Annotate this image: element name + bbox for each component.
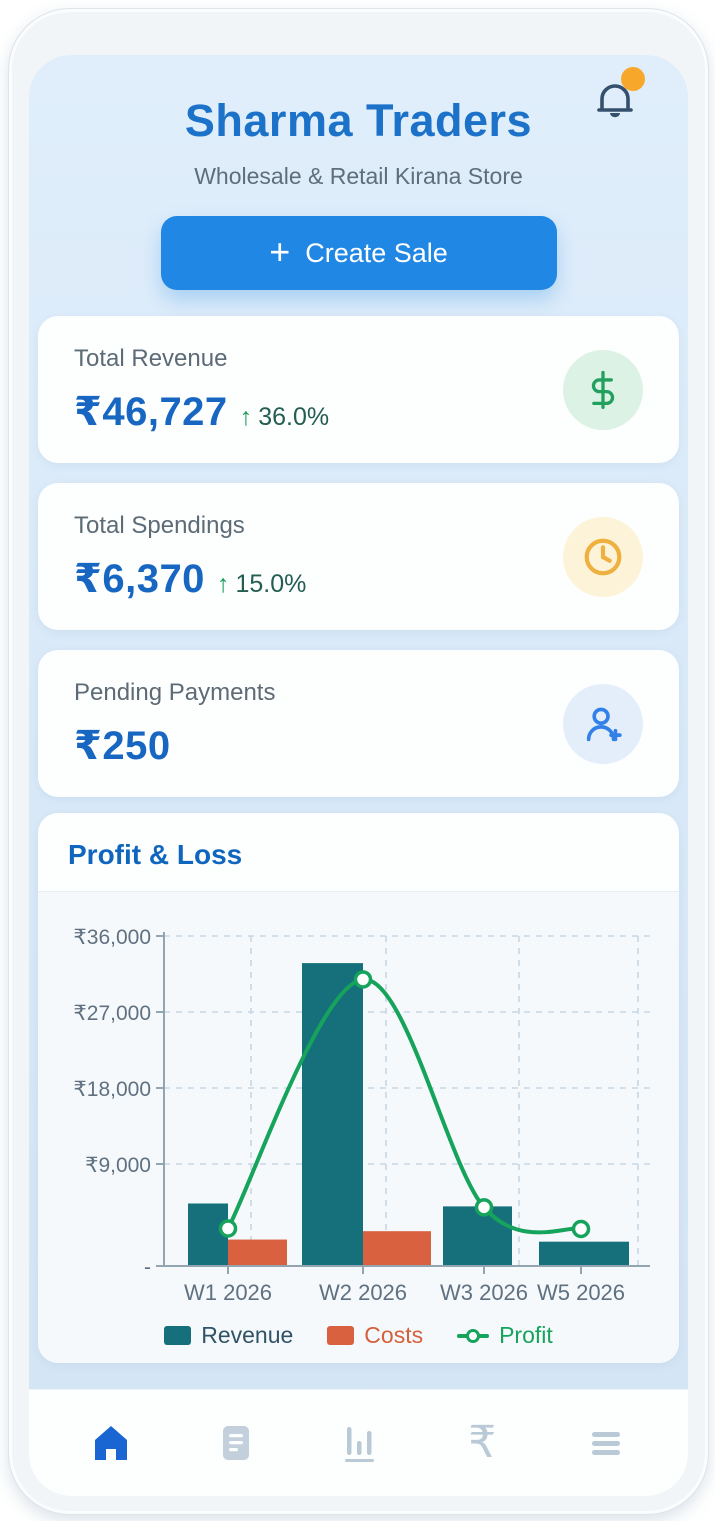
- bottom-nav: ₹: [29, 1390, 688, 1496]
- legend-item-profit: Profit: [457, 1322, 553, 1349]
- nav-item-analytics[interactable]: [333, 1417, 385, 1469]
- rupee-icon: ₹: [468, 1418, 497, 1467]
- card-value: ₹6,370: [74, 556, 205, 601]
- revenue-bar-W2 2026: [302, 963, 363, 1266]
- stat-cards: Total Revenue ₹46,727 ↑ 36.0%: [38, 316, 679, 797]
- legend-label: Profit: [499, 1322, 553, 1348]
- profit-loss-chart: ₹36,000 ₹27,000 ₹18,000 ₹9,000 - W1 2026 W2 20…: [73, 926, 650, 1305]
- y-axis-tick-label: ₹36,000: [73, 926, 151, 949]
- trend-percent: 36.0%: [258, 402, 330, 431]
- header: Sharma Traders Wholesale & Retail Kirana…: [38, 55, 679, 190]
- card-value: ₹250: [74, 723, 171, 768]
- notifications-button[interactable]: [589, 67, 645, 125]
- create-sale-button[interactable]: + Create Sale: [160, 216, 557, 290]
- x-axis-tick-label: W5 2026: [537, 1280, 625, 1305]
- up-arrow-icon: ↑: [216, 569, 230, 598]
- trend-percent: 15.0%: [235, 569, 307, 598]
- home-icon: [95, 1426, 127, 1460]
- y-axis-tick-label: ₹9,000: [85, 1154, 151, 1177]
- legend-label: Costs: [364, 1322, 424, 1348]
- chart-title: Profit & Loss: [68, 839, 243, 870]
- plus-icon: +: [269, 230, 291, 272]
- legend-item-revenue: Revenue: [164, 1322, 293, 1349]
- x-axis-tick-label: W3 2026: [440, 1280, 528, 1305]
- profit-point-W3 2026: [474, 1198, 494, 1217]
- revenue-bar-W5 2026: [539, 1241, 629, 1266]
- chart-legend: Revenue Costs Profit: [38, 1322, 679, 1349]
- legend-label: Revenue: [201, 1322, 294, 1348]
- user-plus-icon: [563, 683, 643, 764]
- total-revenue-card[interactable]: Total Revenue ₹46,727 ↑ 36.0%: [38, 316, 679, 463]
- page-title: Sharma Traders: [184, 95, 533, 146]
- y-axis-tick-label: ₹18,000: [73, 1078, 151, 1101]
- legend-swatch: [164, 1326, 192, 1345]
- total-spendings-card[interactable]: Total Spendings ₹6,370 ↑ 15.0%: [38, 483, 679, 630]
- legend-item-costs: Costs: [327, 1322, 423, 1349]
- bell-icon: [597, 84, 633, 118]
- costs-bar-W1 2026: [228, 1239, 287, 1266]
- create-sale-label: Create Sale: [305, 237, 448, 268]
- nav-item-menu[interactable]: [580, 1417, 632, 1469]
- pending-payments-card[interactable]: Pending Payments ₹250: [38, 650, 679, 797]
- clock-icon: [563, 516, 643, 597]
- revenue-bar-W3 2026: [443, 1206, 512, 1266]
- y-axis-tick-label: ₹27,000: [73, 1002, 151, 1025]
- profit-point-W5 2026: [571, 1219, 591, 1239]
- card-label: Total Spendings: [74, 511, 245, 539]
- costs-bar-W2 2026: [363, 1231, 431, 1266]
- bar-chart-icon: [344, 1427, 374, 1462]
- profit-line: [226, 977, 583, 1235]
- nav-item-payments[interactable]: ₹: [456, 1417, 508, 1469]
- nav-item-home[interactable]: [85, 1417, 137, 1469]
- y-axis-tick-label: -: [144, 1256, 151, 1279]
- app-screen: Sharma Traders Wholesale & Retail Kirana…: [29, 55, 688, 1496]
- card-label: Pending Payments: [74, 678, 276, 706]
- profit-point-W1 2026: [218, 1219, 238, 1238]
- x-axis-tick-label: W1 2026: [184, 1280, 272, 1305]
- main-content: Sharma Traders Wholesale & Retail Kirana…: [29, 55, 688, 1390]
- profit-loss-card: Profit & Loss ₹36,000 ₹27,000 ₹18,000 ₹9,00…: [38, 813, 679, 1363]
- chart-card-header: Profit & Loss: [38, 813, 679, 892]
- chart-area: ₹36,000 ₹27,000 ₹18,000 ₹9,000 - W1 2026 W2 20…: [38, 892, 679, 1363]
- dollar-icon: [563, 349, 643, 430]
- card-label: Total Revenue: [74, 344, 228, 372]
- phone-frame: Sharma Traders Wholesale & Retail Kirana…: [8, 8, 709, 1515]
- axis-lines: [163, 932, 650, 1267]
- card-value: ₹46,727: [74, 389, 228, 434]
- document-icon: [222, 1426, 249, 1460]
- menu-icon: [592, 1432, 620, 1455]
- notification-badge: [621, 67, 645, 91]
- up-arrow-icon: ↑: [239, 402, 253, 431]
- profit-point-W2 2026: [353, 970, 373, 989]
- legend-line-marker: [457, 1328, 490, 1343]
- page-subtitle: Wholesale & Retail Kirana Store: [194, 163, 523, 189]
- x-axis-tick-label: W2 2026: [319, 1280, 407, 1305]
- legend-swatch: [327, 1326, 355, 1345]
- nav-item-records[interactable]: [209, 1417, 261, 1469]
